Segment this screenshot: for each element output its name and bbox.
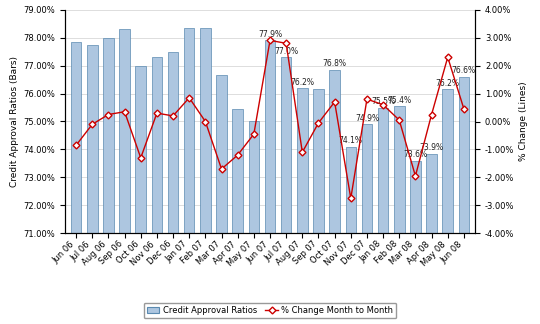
Text: 74.9%: 74.9% <box>355 114 379 123</box>
Text: 75.4%: 75.4% <box>387 96 411 105</box>
Text: 75.5%: 75.5% <box>371 97 395 106</box>
Bar <box>313 89 323 324</box>
Text: 73.9%: 73.9% <box>420 143 444 152</box>
Bar <box>217 75 227 324</box>
Bar <box>200 28 211 324</box>
Bar <box>71 42 82 324</box>
Bar <box>297 88 308 324</box>
Bar <box>136 65 146 324</box>
Bar <box>362 124 372 324</box>
Bar <box>378 108 388 324</box>
Bar <box>281 57 292 324</box>
Text: 73.6%: 73.6% <box>403 150 428 159</box>
Bar <box>168 52 178 324</box>
Text: 74.1%: 74.1% <box>339 136 363 145</box>
Legend: Credit Approval Ratios, % Change Month to Month: Credit Approval Ratios, % Change Month t… <box>144 303 396 318</box>
Y-axis label: Credit Approval Ratios (Bars): Credit Approval Ratios (Bars) <box>10 56 19 187</box>
Bar <box>346 147 356 324</box>
Bar <box>184 28 194 324</box>
Text: 76.2%: 76.2% <box>291 77 314 87</box>
Text: 77.9%: 77.9% <box>258 30 282 39</box>
Bar <box>265 40 275 324</box>
Bar <box>458 77 469 324</box>
Text: 76.8%: 76.8% <box>322 59 347 68</box>
Text: 76.2%: 76.2% <box>436 79 460 88</box>
Bar <box>152 57 162 324</box>
Text: 76.6%: 76.6% <box>452 66 476 75</box>
Y-axis label: % Change (Lines): % Change (Lines) <box>518 82 528 161</box>
Bar <box>103 38 114 324</box>
Bar <box>394 106 404 324</box>
Bar <box>119 29 130 324</box>
Bar <box>87 45 98 324</box>
Bar <box>442 89 453 324</box>
Bar <box>232 109 243 324</box>
Bar <box>410 161 421 324</box>
Text: 77.0%: 77.0% <box>274 47 298 56</box>
Bar <box>329 70 340 324</box>
Bar <box>248 122 259 324</box>
Bar <box>426 154 437 324</box>
